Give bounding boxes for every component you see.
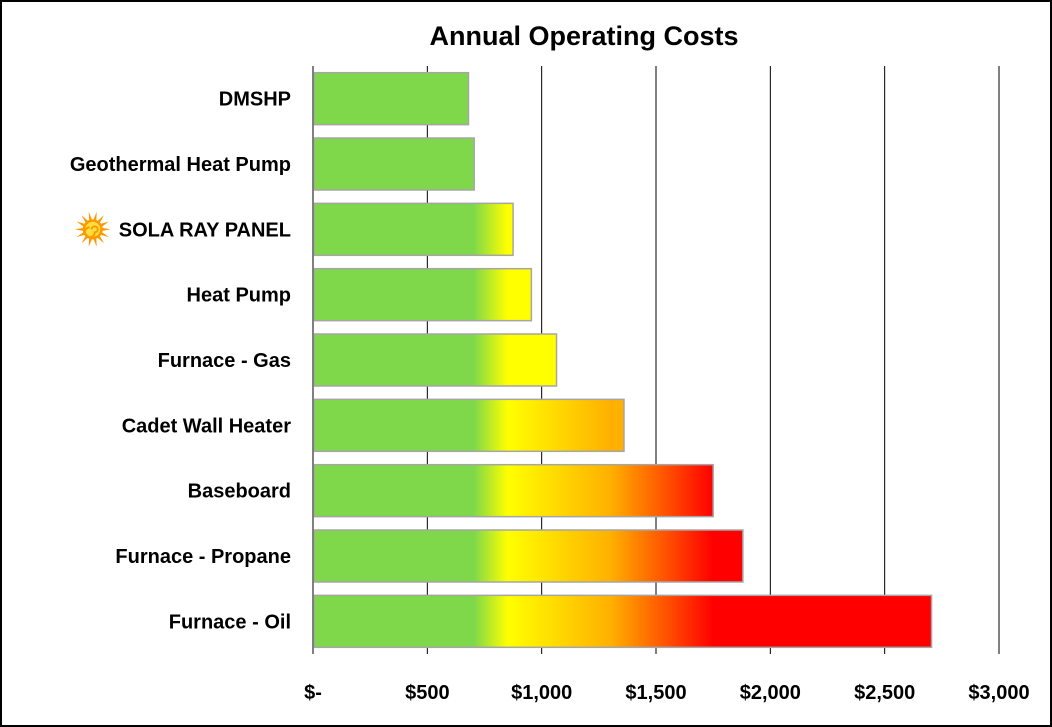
category-label: Geothermal Heat Pump [70,154,291,176]
x-tick-label: $500 [405,682,450,704]
bar [313,71,470,126]
bar [313,267,533,322]
x-tick-label: $2,500 [854,682,915,704]
x-tick-label: $1,500 [625,682,686,704]
bar [313,529,744,583]
bar [313,463,714,518]
bar [313,137,475,191]
bar [313,594,933,649]
category-label: Furnace - Oil [169,611,291,633]
bar-layer [313,71,933,649]
category-label: SOLA RAY PANEL [119,219,291,241]
x-tick-label: $1,000 [511,682,572,704]
bar [313,398,625,453]
x-tick-label: $2,000 [740,682,801,704]
category-label: DMSHP [219,89,291,111]
x-tick-label: $- [304,682,322,704]
tick-layer: $- $500 $1,000 $1,500 $2,000 $2,500 $3,000 [304,682,1029,704]
chart-title: Annual Operating Costs [429,21,738,51]
category-label: Baseboard [188,481,291,503]
category-label: Furnace - Gas [158,350,291,372]
label-layer: DMSHP Geothermal Heat Pump SOLA RAY PANEL H… [70,89,291,634]
category-label: Furnace - Propane [115,546,291,568]
bar [313,202,514,257]
bar [313,333,558,387]
x-tick-label: $3,000 [968,682,1029,704]
sun-icon [74,211,111,247]
category-label: Cadet Wall Heater [122,415,292,437]
category-label: Heat Pump [187,285,291,307]
